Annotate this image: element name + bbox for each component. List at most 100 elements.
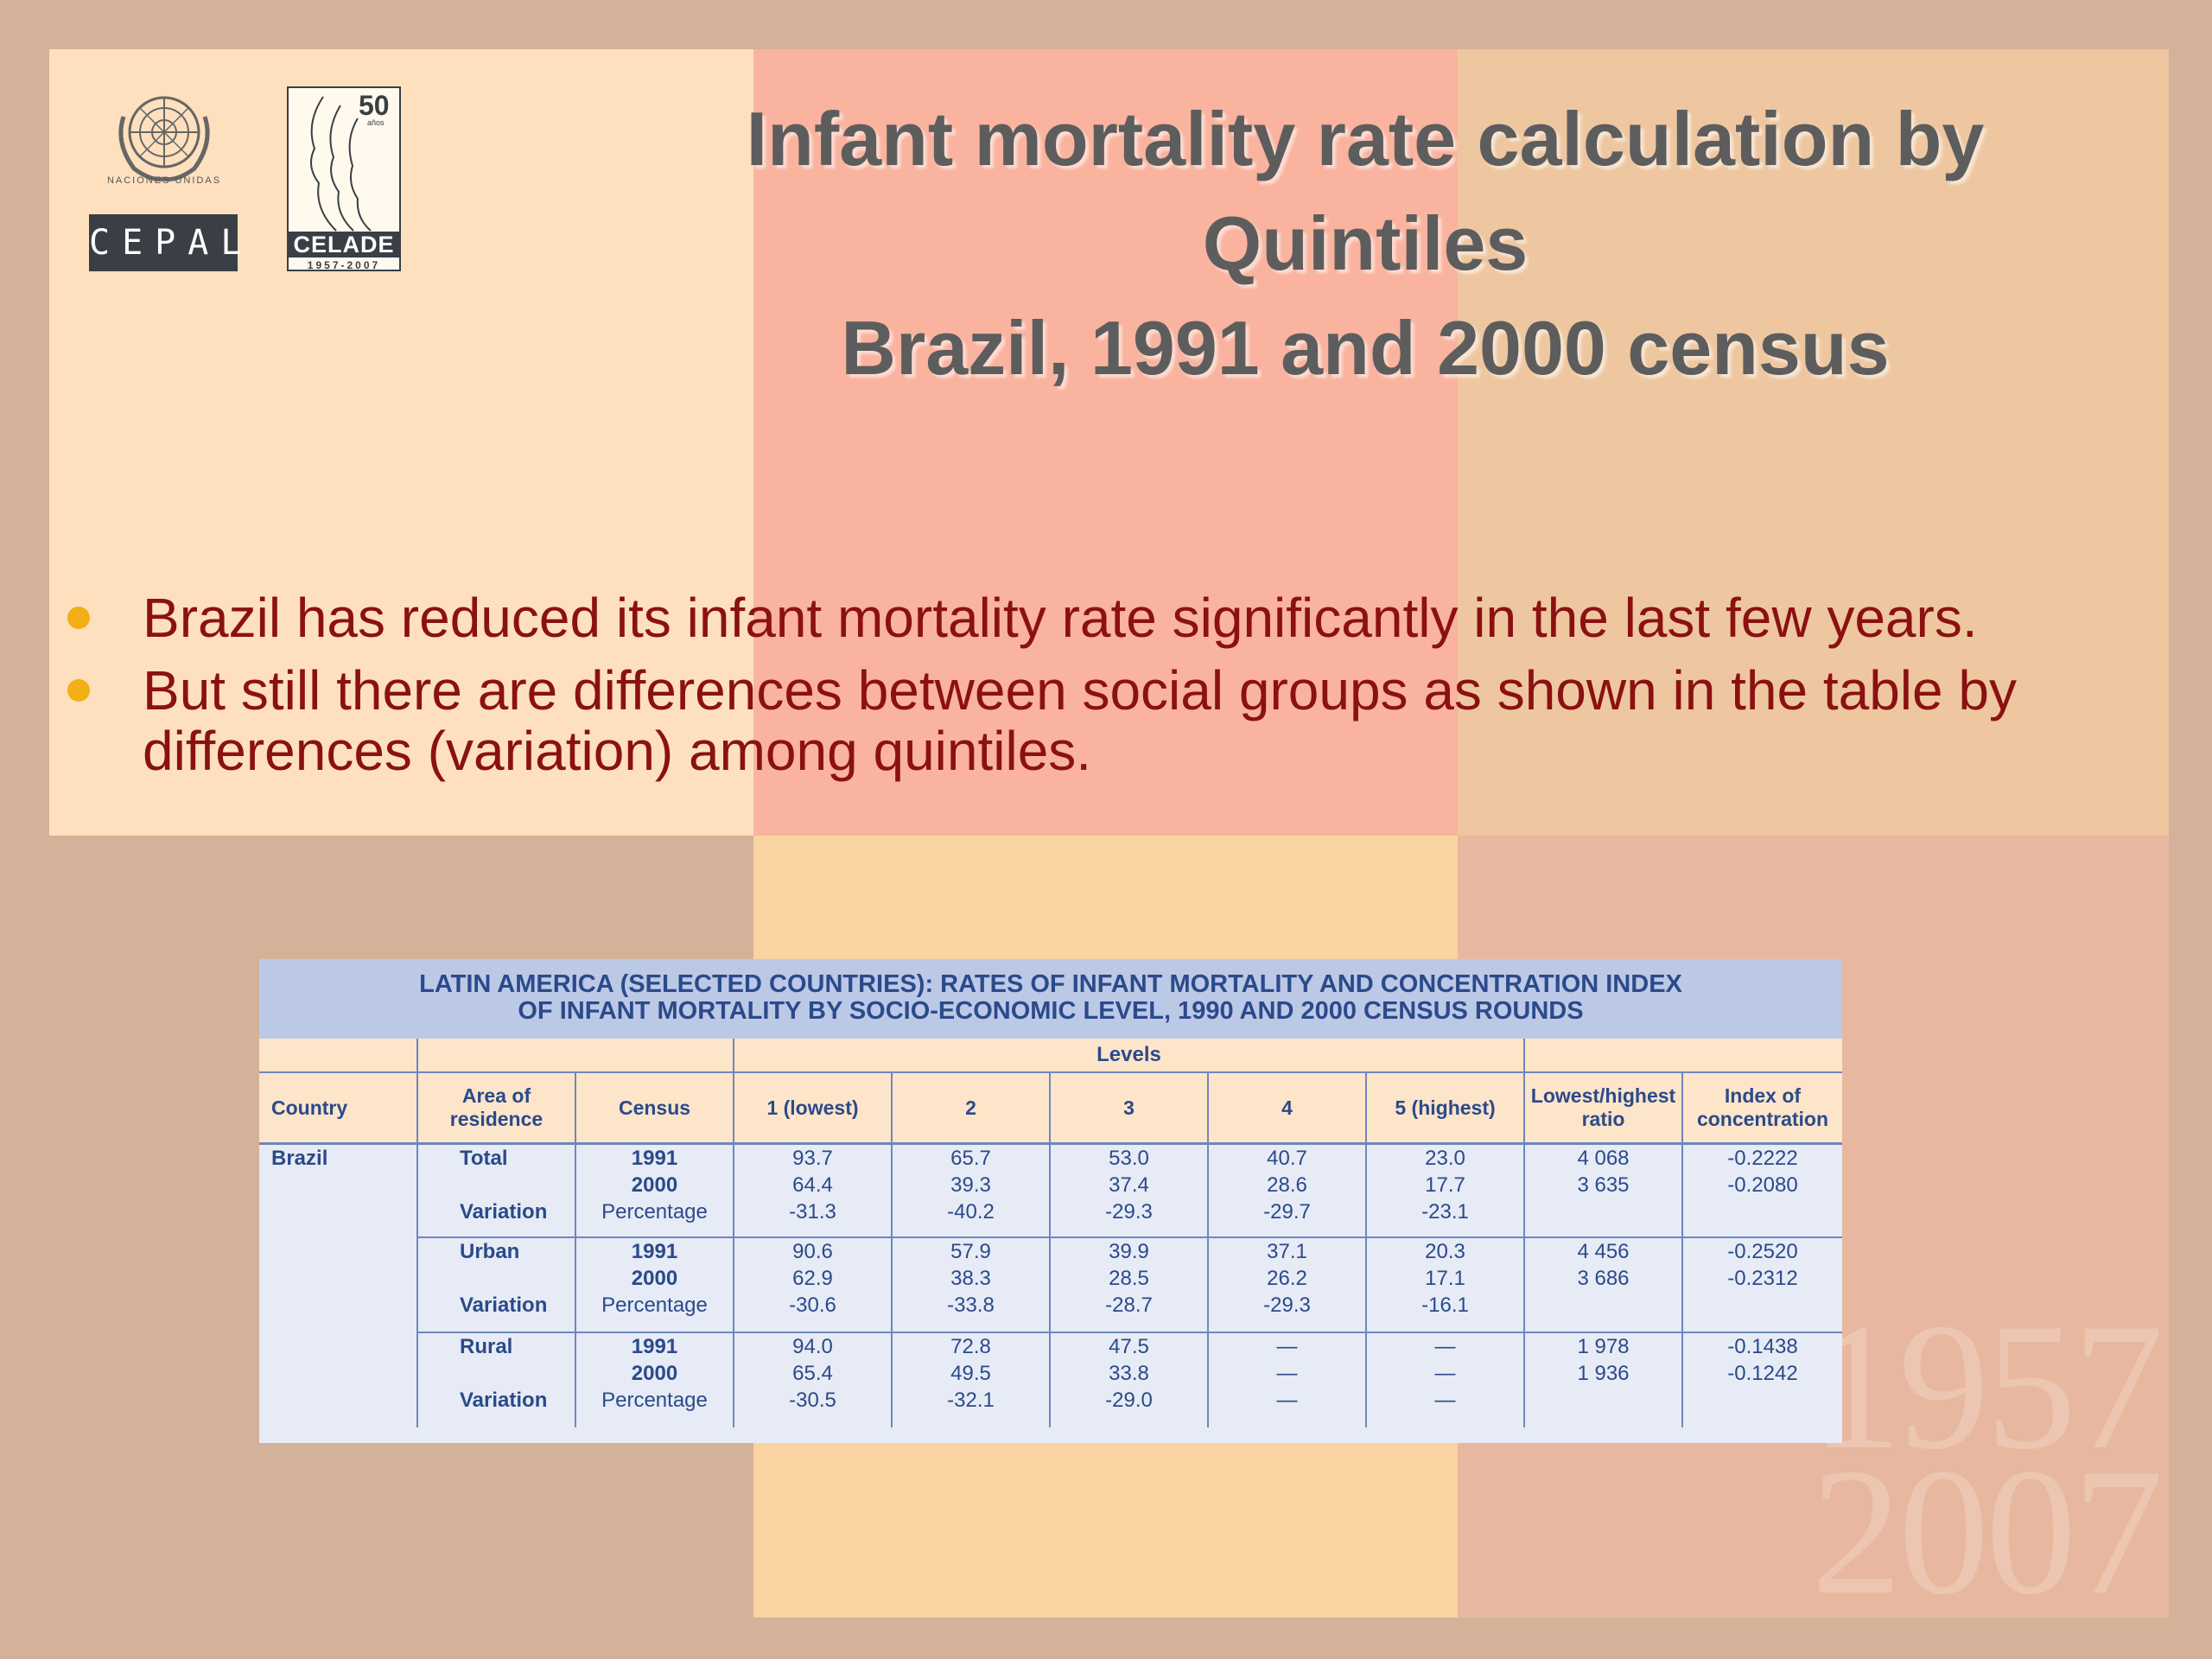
variation-label: Variation <box>460 1200 548 1224</box>
bullet-text: Brazil has reduced its infant mortality … <box>143 587 1978 649</box>
q2-cell: 72.8 49.5 -32.1 <box>892 1332 1051 1427</box>
area-label: Urban <box>460 1239 520 1263</box>
cell-value: 1 936 <box>1577 1361 1630 1385</box>
cell-value <box>1525 1387 1681 1414</box>
header-area: Area of residence <box>417 1071 576 1145</box>
cell-value: -0.1242 <box>1727 1361 1798 1385</box>
q5-cell: 23.0 17.7 -23.1 <box>1366 1143 1525 1238</box>
cell-value: -0.2520 <box>1727 1239 1798 1263</box>
cell-value: 39.3 <box>950 1173 991 1197</box>
header-census: Census <box>575 1071 734 1145</box>
q4-cell: 37.1 26.2 -29.3 <box>1208 1236 1367 1333</box>
census-percentage-label: Percentage <box>601 1388 708 1412</box>
celade-label: CELADE <box>289 232 399 257</box>
celade-years: 1957-2007 <box>307 259 381 271</box>
watermark-year-end: 2007 <box>1811 1432 2164 1632</box>
slide-title: Infant mortality rate calculation by Qui… <box>622 86 2108 400</box>
census-year: 2000 <box>631 1266 678 1290</box>
cell-value: 90.6 <box>792 1239 833 1263</box>
cell-value: -29.7 <box>1263 1200 1311 1224</box>
census-cell: 1991 2000 Percentage <box>575 1332 734 1427</box>
cell-value: 23.0 <box>1425 1147 1465 1170</box>
index-cell: -0.1438 -0.1242 <box>1682 1332 1842 1427</box>
cell-value: -0.2080 <box>1727 1173 1798 1197</box>
census-percentage-label: Percentage <box>601 1293 708 1317</box>
cell-value: 65.4 <box>792 1361 833 1385</box>
cell-value: 28.6 <box>1267 1173 1307 1197</box>
q2-cell: 65.7 39.3 -40.2 <box>892 1143 1051 1238</box>
cell-value: — <box>1276 1388 1298 1412</box>
cell-value: -30.5 <box>789 1388 836 1412</box>
cell-value: 53.0 <box>1109 1147 1149 1170</box>
table-title-line: LATIN AMERICA (SELECTED COUNTRIES): RATE… <box>419 970 1682 998</box>
cell-value <box>1683 1387 1842 1414</box>
title-line: Brazil, 1991 and 2000 census <box>841 305 1890 391</box>
cell-value: -40.2 <box>947 1200 995 1224</box>
spacer <box>460 1172 575 1198</box>
bullet-dot-icon <box>67 679 90 702</box>
cell-value: 39.9 <box>1109 1239 1149 1263</box>
q5-cell: — — — <box>1366 1332 1525 1427</box>
un-emblem-icon <box>118 96 210 181</box>
cell-value: -29.3 <box>1263 1293 1311 1317</box>
ratio-cell: 4 456 3 686 <box>1524 1236 1683 1333</box>
cell-value: 94.0 <box>792 1334 833 1358</box>
q5-cell: 20.3 17.1 -16.1 <box>1366 1236 1525 1333</box>
cell-value: 64.4 <box>792 1173 833 1197</box>
cell-value: 47.5 <box>1109 1334 1149 1358</box>
census-cell: 1991 2000 Percentage <box>575 1143 734 1238</box>
q3-cell: 53.0 37.4 -29.3 <box>1050 1143 1209 1238</box>
cell-value: 93.7 <box>792 1147 833 1170</box>
cell-value: — <box>1434 1388 1456 1412</box>
cell-value: 62.9 <box>792 1266 833 1290</box>
cell-value: -33.8 <box>947 1293 995 1317</box>
cell-value: 37.4 <box>1109 1173 1149 1197</box>
q4-cell: 40.7 28.6 -29.7 <box>1208 1143 1367 1238</box>
cell-value: 3 686 <box>1577 1266 1630 1290</box>
table-row: Urban Variation 1991 2000 Percentage 90.6 62.9… <box>259 1236 1842 1333</box>
cell-value: 1 978 <box>1577 1334 1630 1358</box>
cell-value: 20.3 <box>1425 1239 1465 1263</box>
header-index: Index of concentration <box>1682 1071 1842 1145</box>
cell-value <box>1525 1292 1681 1319</box>
cell-value: 17.1 <box>1425 1266 1465 1290</box>
cell-value: -29.3 <box>1105 1200 1153 1224</box>
census-year: 1991 <box>631 1147 678 1170</box>
cell-value: 72.8 <box>950 1334 991 1358</box>
cell-value: 28.5 <box>1109 1266 1149 1290</box>
title-line: Quintiles <box>1202 200 1529 286</box>
cell-value: -32.1 <box>947 1388 995 1412</box>
header-cell <box>1524 1039 1842 1072</box>
cell-value: -0.2312 <box>1727 1266 1798 1290</box>
cell-value: — <box>1276 1361 1298 1385</box>
bullet-text: But still there are differences between … <box>143 659 2017 782</box>
q1-cell: 94.0 65.4 -30.5 <box>734 1332 893 1427</box>
country-cell: Brazil <box>259 1143 418 1427</box>
header-country: Country <box>259 1071 418 1145</box>
spacer <box>460 1360 575 1387</box>
cell-value <box>1683 1292 1842 1319</box>
ratio-cell: 1 978 1 936 <box>1524 1332 1683 1427</box>
cell-value: 37.1 <box>1267 1239 1307 1263</box>
bullet-dot-icon <box>67 607 90 629</box>
header-q2: 2 <box>892 1071 1051 1145</box>
table-row: Brazil Total Variation 1991 2000 Percentage 93… <box>259 1143 1842 1427</box>
area-label: Rural <box>460 1334 513 1358</box>
table-body: Brazil Total Variation 1991 2000 Percentage 93… <box>259 1143 1842 1427</box>
header-q4: 4 <box>1208 1071 1367 1145</box>
cell-value: -29.0 <box>1105 1388 1153 1412</box>
header-cell <box>259 1039 418 1072</box>
census-year: 1991 <box>631 1239 678 1263</box>
bullet-item: But still there are differences between … <box>0 660 2044 781</box>
bullet-item: Brazil has reduced its infant mortality … <box>0 588 2044 648</box>
cell-value: — <box>1434 1334 1456 1358</box>
cell-value <box>1683 1198 1842 1225</box>
variation-label: Variation <box>460 1388 548 1412</box>
q3-cell: 39.9 28.5 -28.7 <box>1050 1236 1209 1333</box>
cell-value: -31.3 <box>789 1200 836 1224</box>
celade-anos: años <box>367 118 385 127</box>
table-title-line: OF INFANT MORTALITY BY SOCIO-ECONOMIC LE… <box>518 997 1584 1025</box>
cell-value: 49.5 <box>950 1361 991 1385</box>
index-cell: -0.2222 -0.2080 <box>1682 1143 1842 1238</box>
cell-value: -0.2222 <box>1727 1147 1798 1170</box>
